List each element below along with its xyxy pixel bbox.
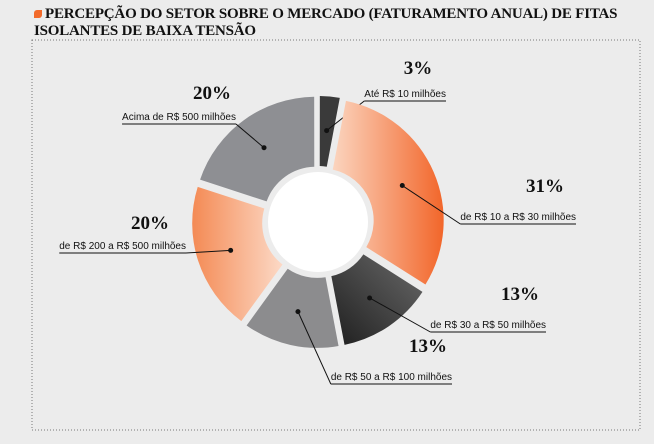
slice	[331, 254, 423, 345]
value-label: 13%	[501, 284, 539, 305]
leader-dot	[324, 128, 330, 134]
leader-dot	[261, 145, 267, 151]
slice	[246, 268, 339, 348]
leader-line	[235, 123, 265, 149]
value-label: 20%	[193, 83, 231, 104]
leader-dot	[367, 295, 373, 301]
slice-label: de R$ 30 a R$ 50 milhões	[430, 320, 546, 331]
value-label: 13%	[409, 336, 447, 357]
slice	[200, 96, 315, 202]
slice	[332, 100, 444, 285]
leader-dot	[228, 247, 234, 253]
slice	[192, 186, 283, 322]
slice-label: Até R$ 10 milhões	[364, 89, 446, 100]
leader-line	[369, 297, 431, 333]
slice-label: de R$ 10 a R$ 30 milhões	[460, 212, 576, 223]
frame	[31, 39, 641, 431]
slice-label: Acima de R$ 500 milhões	[122, 112, 236, 123]
value-label: 31%	[526, 176, 564, 197]
leader-line	[185, 249, 231, 254]
slice-label: de R$ 50 a R$ 100 milhões	[331, 372, 452, 383]
chart-title-text: PERCEPÇÃO DO SETOR SOBRE O MERCADO (FATU…	[34, 6, 618, 39]
leader-line	[297, 311, 332, 385]
leader-dot	[295, 309, 301, 315]
value-label: 20%	[131, 213, 169, 234]
value-label: 3%	[404, 58, 433, 79]
chart-title: PERCEPÇÃO DO SETOR SOBRE O MERCADO (FATU…	[34, 6, 634, 40]
leader-dot	[399, 183, 405, 189]
slice-label: de R$ 200 a R$ 500 milhões	[59, 241, 186, 252]
slice	[319, 96, 340, 167]
leader-line	[402, 185, 461, 225]
donut-hole	[268, 172, 368, 272]
